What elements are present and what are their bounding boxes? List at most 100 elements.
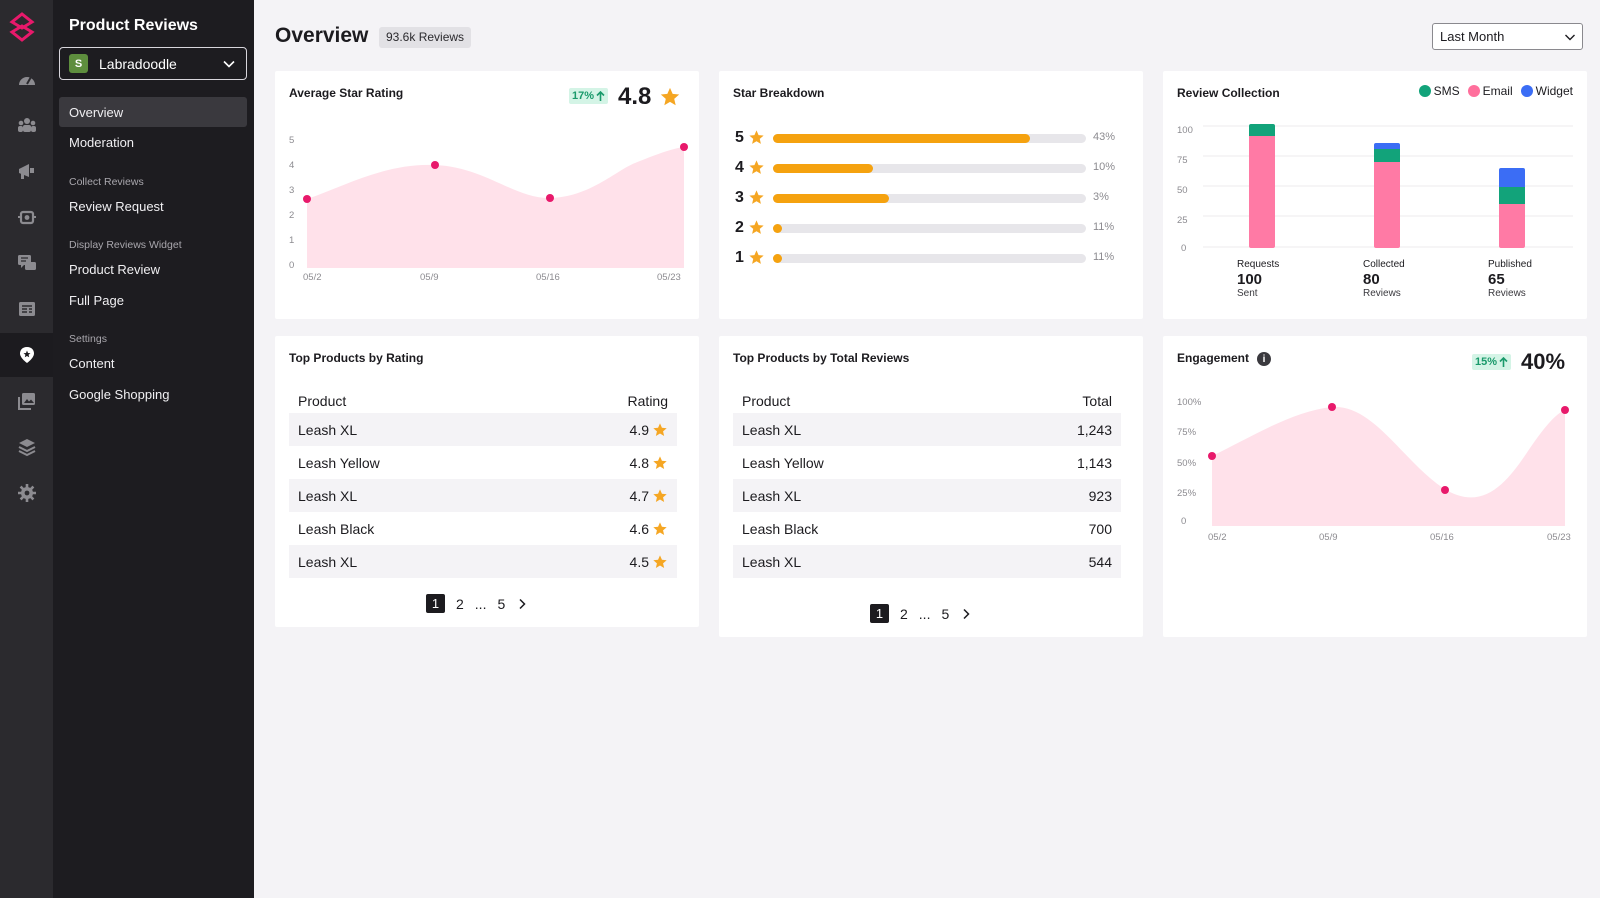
store-select[interactable]: S Labradoodle xyxy=(59,47,247,80)
table-row[interactable]: Leash XL 4.9 xyxy=(289,413,677,446)
engagement-value: 40% xyxy=(1521,349,1566,374)
star-percent: 10% xyxy=(1093,161,1116,173)
x-tick: 05/23 xyxy=(657,272,681,283)
table-row[interactable]: Leash XL 544 xyxy=(733,545,1121,578)
integrations-icon[interactable] xyxy=(0,425,53,469)
table-row[interactable]: Leash Black 700 xyxy=(733,512,1121,545)
product-name: Leash XL xyxy=(298,421,358,438)
period-select[interactable]: Last Month xyxy=(1432,23,1583,50)
card-title: Average Star Rating xyxy=(289,86,404,100)
table-row[interactable]: Leash Yellow 4.8 xyxy=(289,446,677,479)
page-ellipsis: ... xyxy=(918,605,931,622)
column-requests: Requests 100 Sent xyxy=(1223,259,1303,299)
card-title: Review Collection xyxy=(1177,86,1280,100)
star-icon xyxy=(653,554,667,568)
row-value: 4.6 xyxy=(629,520,649,537)
y-tick: 0 xyxy=(1181,516,1187,527)
x-tick: 05/23 xyxy=(1547,532,1571,543)
y-tick: 0 xyxy=(289,260,295,271)
column-value: 65 xyxy=(1488,271,1505,288)
table-row[interactable]: Leash XL 1,243 xyxy=(733,413,1121,446)
chevron-down-icon xyxy=(223,60,235,68)
row-value: 4.5 xyxy=(629,553,649,570)
sidebar-item-overview[interactable]: Overview xyxy=(59,97,247,127)
campaigns-icon[interactable] xyxy=(0,149,53,193)
row-value: 1,243 xyxy=(1076,421,1112,438)
product-name: Leash XL xyxy=(298,487,358,504)
rating-table: Product Rating Leash XL 4.9 Leash Yellow 4.… xyxy=(289,389,677,578)
sidebar-item-full-page[interactable]: Full Page xyxy=(69,292,124,308)
sidebar-item-product-review[interactable]: Product Review xyxy=(69,261,161,277)
y-tick: 75 xyxy=(1177,155,1188,166)
row-value-cell: 4.7 xyxy=(630,488,668,504)
info-icon[interactable]: i xyxy=(1257,352,1271,366)
column-header-total: Total xyxy=(1082,393,1112,409)
sidebar-section-display: Display Reviews Widget xyxy=(69,239,182,251)
sidebar-item-google-shopping[interactable]: Google Shopping xyxy=(69,386,170,402)
bar-collected xyxy=(1374,143,1400,248)
x-tick: 05/2 xyxy=(1208,532,1227,543)
data-point xyxy=(1561,406,1569,414)
row-value: 923 xyxy=(1088,487,1112,504)
engagement-card: Engagement i 15% 40% 100% 75% 50% 25% 0 … xyxy=(1163,336,1587,637)
table-row[interactable]: Leash XL 4.5 xyxy=(289,545,677,578)
chevron-right-icon[interactable] xyxy=(960,608,972,620)
sidebar-item-content[interactable]: Content xyxy=(69,355,115,371)
row-value-cell: 4.5 xyxy=(630,554,668,570)
star-row-5: 5 43% xyxy=(735,129,1127,147)
legend-label: SMS xyxy=(1433,84,1460,98)
table-row[interactable]: Leash XL 4.7 xyxy=(289,479,677,512)
data-point xyxy=(1328,403,1336,411)
star-percent: 11% xyxy=(1093,251,1115,263)
table-row[interactable]: Leash Black 4.6 xyxy=(289,512,677,545)
row-value: 1,143 xyxy=(1076,454,1112,471)
page-5-button[interactable]: 5 xyxy=(497,595,506,612)
legend-item-email: Email xyxy=(1467,84,1513,98)
reviews-icon[interactable] xyxy=(0,333,53,377)
page-5-button[interactable]: 5 xyxy=(941,605,950,622)
automation-icon[interactable] xyxy=(0,195,53,239)
sidebar-section-collect: Collect Reviews xyxy=(69,176,144,188)
page-1-button[interactable]: 1 xyxy=(426,594,445,613)
icon-rail xyxy=(0,0,53,898)
page-ellipsis: ... xyxy=(474,595,487,612)
product-name: Leash XL xyxy=(742,487,802,504)
row-value-cell: 4.9 xyxy=(630,422,668,438)
star-icon xyxy=(660,87,680,106)
column-collected: Collected 80 Reviews xyxy=(1349,259,1429,299)
page-2-button[interactable]: 2 xyxy=(900,605,908,622)
y-tick: 4 xyxy=(289,160,295,171)
row-value-cell: 923 xyxy=(1089,488,1112,504)
row-value: 4.8 xyxy=(629,454,649,471)
trend-value: 15% xyxy=(1475,356,1498,368)
star-count: 3 xyxy=(735,189,744,206)
content-icon[interactable] xyxy=(0,287,53,331)
audience-icon[interactable] xyxy=(0,103,53,147)
settings-icon[interactable] xyxy=(0,471,53,515)
sidebar-item-moderation[interactable]: Moderation xyxy=(69,134,135,150)
page-title: Overview xyxy=(275,24,369,47)
chevron-right-icon[interactable] xyxy=(516,598,528,610)
gallery-icon[interactable] xyxy=(0,379,53,423)
star-row-1: 1 11% xyxy=(735,249,1127,267)
bar-segment-widget xyxy=(1499,168,1525,187)
table-header: Product Rating xyxy=(289,389,677,413)
star-breakdown-card: Star Breakdown 5 43% 4 10% 3 3% 2 11% 1 11% xyxy=(719,71,1143,319)
table-row[interactable]: Leash XL 923 xyxy=(733,479,1121,512)
conversations-icon[interactable] xyxy=(0,241,53,285)
row-value-cell: 1,143 xyxy=(1077,455,1112,471)
page-2-button[interactable]: 2 xyxy=(456,595,464,612)
table-row[interactable]: Leash Yellow 1,143 xyxy=(733,446,1121,479)
app-logo-icon[interactable] xyxy=(9,12,35,42)
dashboard-icon[interactable] xyxy=(0,58,53,102)
pagination: 1 2 ... 5 xyxy=(426,594,528,613)
sidebar-item-review-request[interactable]: Review Request xyxy=(69,198,164,214)
y-tick: 1 xyxy=(289,235,295,246)
row-value-cell: 700 xyxy=(1089,521,1112,537)
bar-published xyxy=(1499,168,1525,248)
sidebar-title: Product Reviews xyxy=(69,17,198,34)
star-icon xyxy=(749,130,764,144)
arrow-up-icon xyxy=(596,90,605,101)
page-1-button[interactable]: 1 xyxy=(870,604,889,623)
bar-segment-sms xyxy=(1499,187,1525,204)
